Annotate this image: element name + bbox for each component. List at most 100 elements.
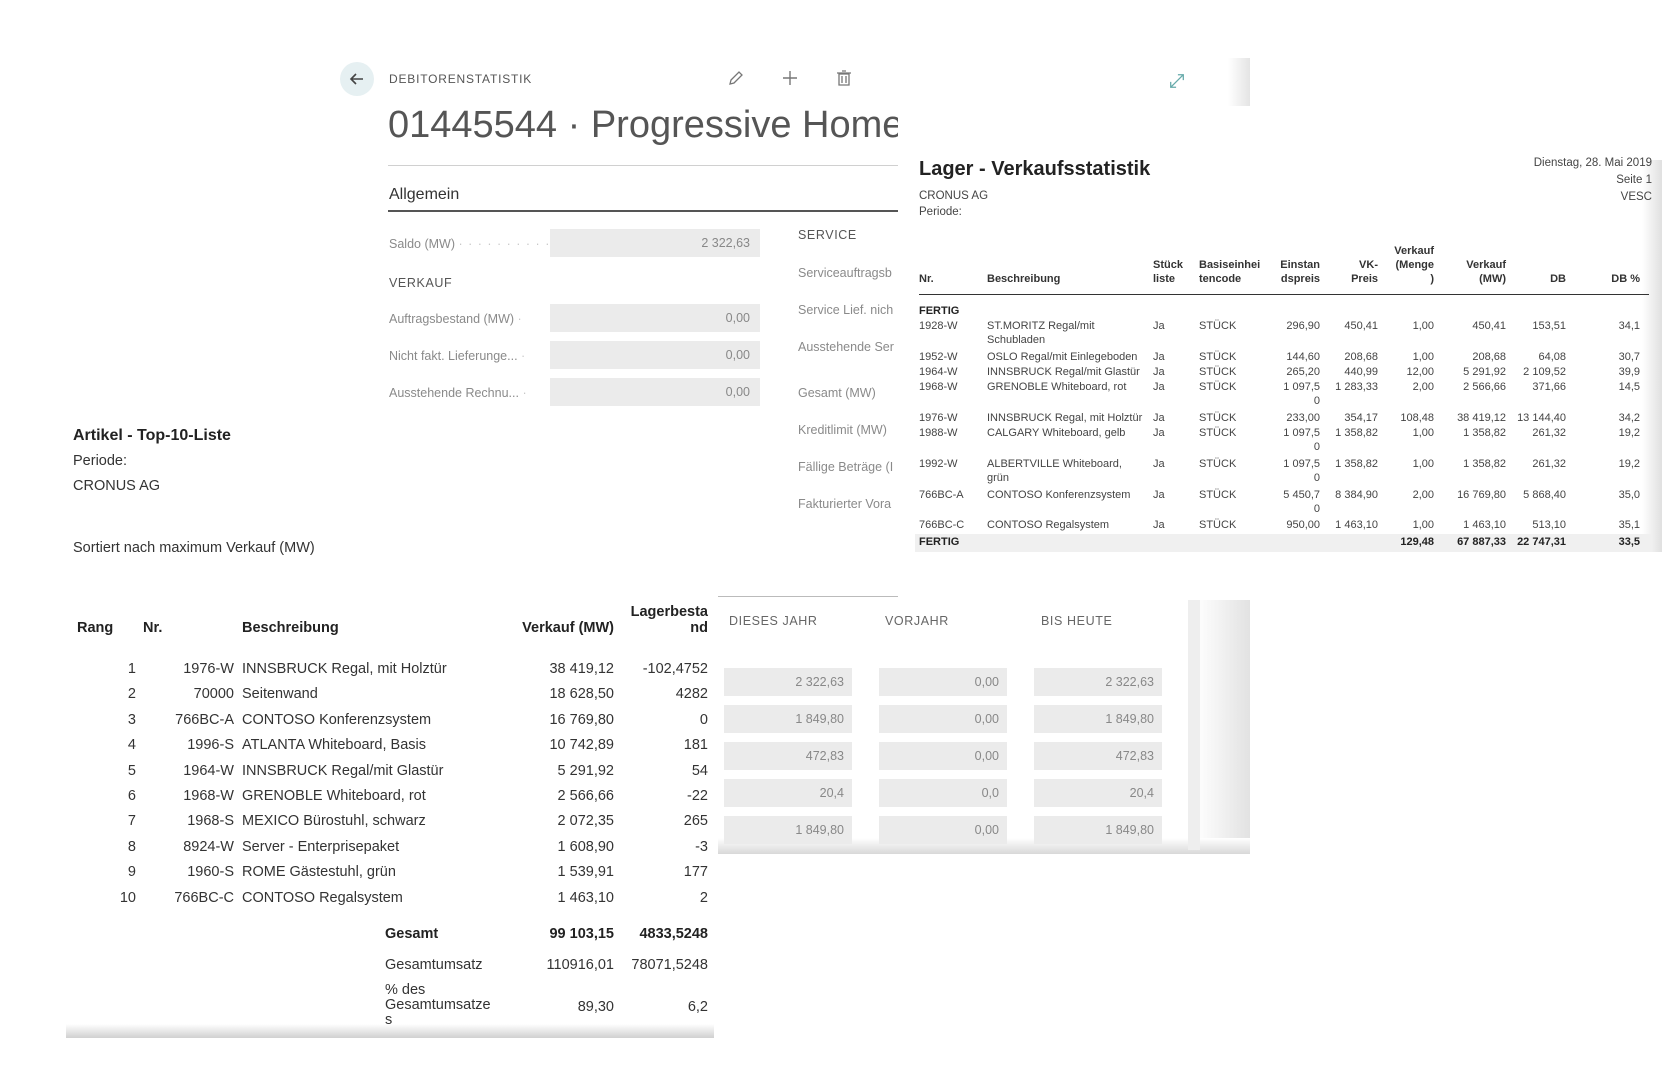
report-cell-vmw: 2 566,66 <box>1463 381 1506 393</box>
report-cell-vm: 108,48 <box>1400 412 1434 424</box>
auftragsbestand-label: Auftragsbestand (MW) · <box>389 312 523 326</box>
gesamtumsatz-label: Gesamtumsatz <box>385 957 483 973</box>
statistics-value-field[interactable]: 2 322,63 <box>724 668 852 696</box>
report-cell-vk: 8 384,90 <box>1335 489 1378 501</box>
divider <box>718 596 898 597</box>
gesamt-label: Gesamt <box>385 926 439 942</box>
report-cell-sl: Ja <box>1153 458 1165 470</box>
top10-rang: 4 <box>127 737 136 754</box>
statistics-value-field[interactable]: 0,00 <box>879 742 1007 770</box>
delete-trash-icon[interactable] <box>834 68 854 88</box>
back-arrow-icon[interactable] <box>340 62 374 96</box>
top10-sort-note: Sortiert nach maximum Verkauf (MW) <box>73 540 315 556</box>
ausstehende-rechnungen-field[interactable]: 0,00 <box>550 378 760 406</box>
statistics-value-field[interactable]: 1 849,80 <box>724 816 852 844</box>
auftragsbestand-field[interactable]: 0,00 <box>550 304 760 332</box>
statistics-value-field[interactable]: 1 849,80 <box>724 705 852 733</box>
service-label: Service Lief. nich <box>798 303 894 317</box>
statistics-value-field[interactable]: 472,83 <box>1034 742 1162 770</box>
top10-verkauf: 1 608,90 <box>557 838 614 855</box>
top10-rang: 8 <box>127 838 136 855</box>
top10-nr: 1968-W <box>183 788 234 804</box>
statistics-value-field[interactable]: 2 322,63 <box>1034 668 1162 696</box>
divider <box>388 165 898 166</box>
top10-rang: 3 <box>127 711 136 728</box>
report-cell-ep: 1 097,5 0 <box>1283 427 1320 453</box>
report-cell-db: 64,08 <box>1538 351 1566 363</box>
top10-rang: 5 <box>127 762 136 779</box>
column-header-verkauf: Verkauf (MW) <box>522 620 614 636</box>
report-cell-vm: 1,00 <box>1412 458 1434 470</box>
top10-rang: 10 <box>119 889 136 906</box>
edit-pencil-icon[interactable] <box>726 68 746 88</box>
service-label: Kreditlimit (MW) <box>798 423 887 437</box>
report-cell-nr: 766BC-A <box>919 489 964 501</box>
report-cell-db: 371,66 <box>1532 381 1566 393</box>
column-header-lagerbestand: Lagerbesta nd <box>630 604 708 636</box>
report-column-header-nr: Nr. <box>919 273 934 285</box>
report-cell-db: 261,32 <box>1532 458 1566 470</box>
report-cell-desc: GRENOBLE Whiteboard, rot <box>987 381 1127 393</box>
report-periode: Periode: <box>919 206 962 218</box>
card-shadow <box>1196 600 1250 850</box>
prozent-lager: 6,2 <box>687 999 708 1015</box>
gesamtumsatz-verkauf: 110916,01 <box>546 957 614 973</box>
divider <box>388 210 898 212</box>
report-cell-nr: 1952-W <box>919 351 958 363</box>
report-cell-vk: 1 358,82 <box>1335 458 1378 470</box>
total-bar <box>915 534 1652 552</box>
report-user: VESC <box>1620 191 1652 203</box>
statistics-value-field[interactable]: 20,4 <box>1034 779 1162 807</box>
report-cell-bc: STÜCK <box>1199 366 1237 378</box>
report-cell-bc: STÜCK <box>1199 381 1237 393</box>
statistics-value-field[interactable]: 472,83 <box>724 742 852 770</box>
expand-icon[interactable] <box>1168 72 1188 92</box>
inventory-sales-report <box>910 150 1662 552</box>
gesamt-lager: 4833,5248 <box>639 926 708 942</box>
statistics-value-field[interactable]: 20,4 <box>724 779 852 807</box>
report-cell-db: 513,10 <box>1532 519 1566 531</box>
top10-rang: 2 <box>127 686 136 703</box>
statistics-value-field[interactable]: 0,0 <box>879 779 1007 807</box>
report-cell-dbp: 39,9 <box>1618 366 1640 378</box>
top10-verkauf: 1 539,91 <box>557 864 614 881</box>
report-cell-vm: 2,00 <box>1412 381 1434 393</box>
card-shadow <box>1228 58 1250 106</box>
saldo-field[interactable]: 2 322,63 <box>550 229 760 257</box>
report-column-header-dbp: DB % <box>1611 273 1640 285</box>
report-cell-bc: STÜCK <box>1199 458 1237 470</box>
add-plus-icon[interactable] <box>780 68 800 88</box>
nicht-fakt-lieferungen-label: Nicht fakt. Lieferunge... · <box>389 349 527 363</box>
report-cell-vmw: 450,41 <box>1472 320 1506 332</box>
statistics-value-field[interactable]: 0,00 <box>879 816 1007 844</box>
report-column-header-verkauf-mw: Verkauf (MW) <box>1466 259 1506 285</box>
report-cell-ep: 950,00 <box>1286 519 1320 531</box>
top10-title: Artikel - Top-10-Liste <box>73 427 231 444</box>
statistics-value-field[interactable]: 0,00 <box>879 668 1007 696</box>
card-caption: DEBITORENSTATISTIK <box>389 72 533 86</box>
top10-nr: 766BC-C <box>174 889 234 906</box>
top10-beschreibung: CONTOSO Regalsystem <box>242 889 403 906</box>
report-column-header-verkauf-menge: Verkauf (Menge ) <box>1394 245 1434 285</box>
report-cell-db: 13 144,40 <box>1517 412 1566 424</box>
top10-beschreibung: ROME Gästestuhl, grün <box>242 864 396 881</box>
report-total-label: FERTIG <box>919 536 960 548</box>
top10-nr: 8924-W <box>183 838 234 855</box>
report-cell-vm: 1,00 <box>1412 320 1434 332</box>
column-header-bis-heute: BIS HEUTE <box>1041 614 1113 628</box>
top10-beschreibung: INNSBRUCK Regal, mit Holztür <box>242 661 447 677</box>
nicht-fakt-lieferungen-field[interactable]: 0,00 <box>550 341 760 369</box>
top10-company: CRONUS AG <box>73 478 161 494</box>
statistics-value-field[interactable]: 1 849,80 <box>1034 816 1162 844</box>
report-column-header-stueckliste: Stück liste <box>1153 259 1183 285</box>
statistics-value-field[interactable]: 0,00 <box>879 705 1007 733</box>
report-cell-sl: Ja <box>1153 381 1165 393</box>
section-title-allgemein[interactable]: Allgemein <box>389 186 460 203</box>
top10-nr: 766BC-A <box>175 711 234 728</box>
top10-nr: 1960-S <box>187 864 234 881</box>
report-cell-bc: STÜCK <box>1199 351 1237 363</box>
top10-beschreibung: Seitenwand <box>242 686 318 703</box>
top10-nr: 1976-W <box>183 661 234 677</box>
statistics-value-field[interactable]: 1 849,80 <box>1034 705 1162 733</box>
top10-verkauf: 18 628,50 <box>549 686 614 703</box>
